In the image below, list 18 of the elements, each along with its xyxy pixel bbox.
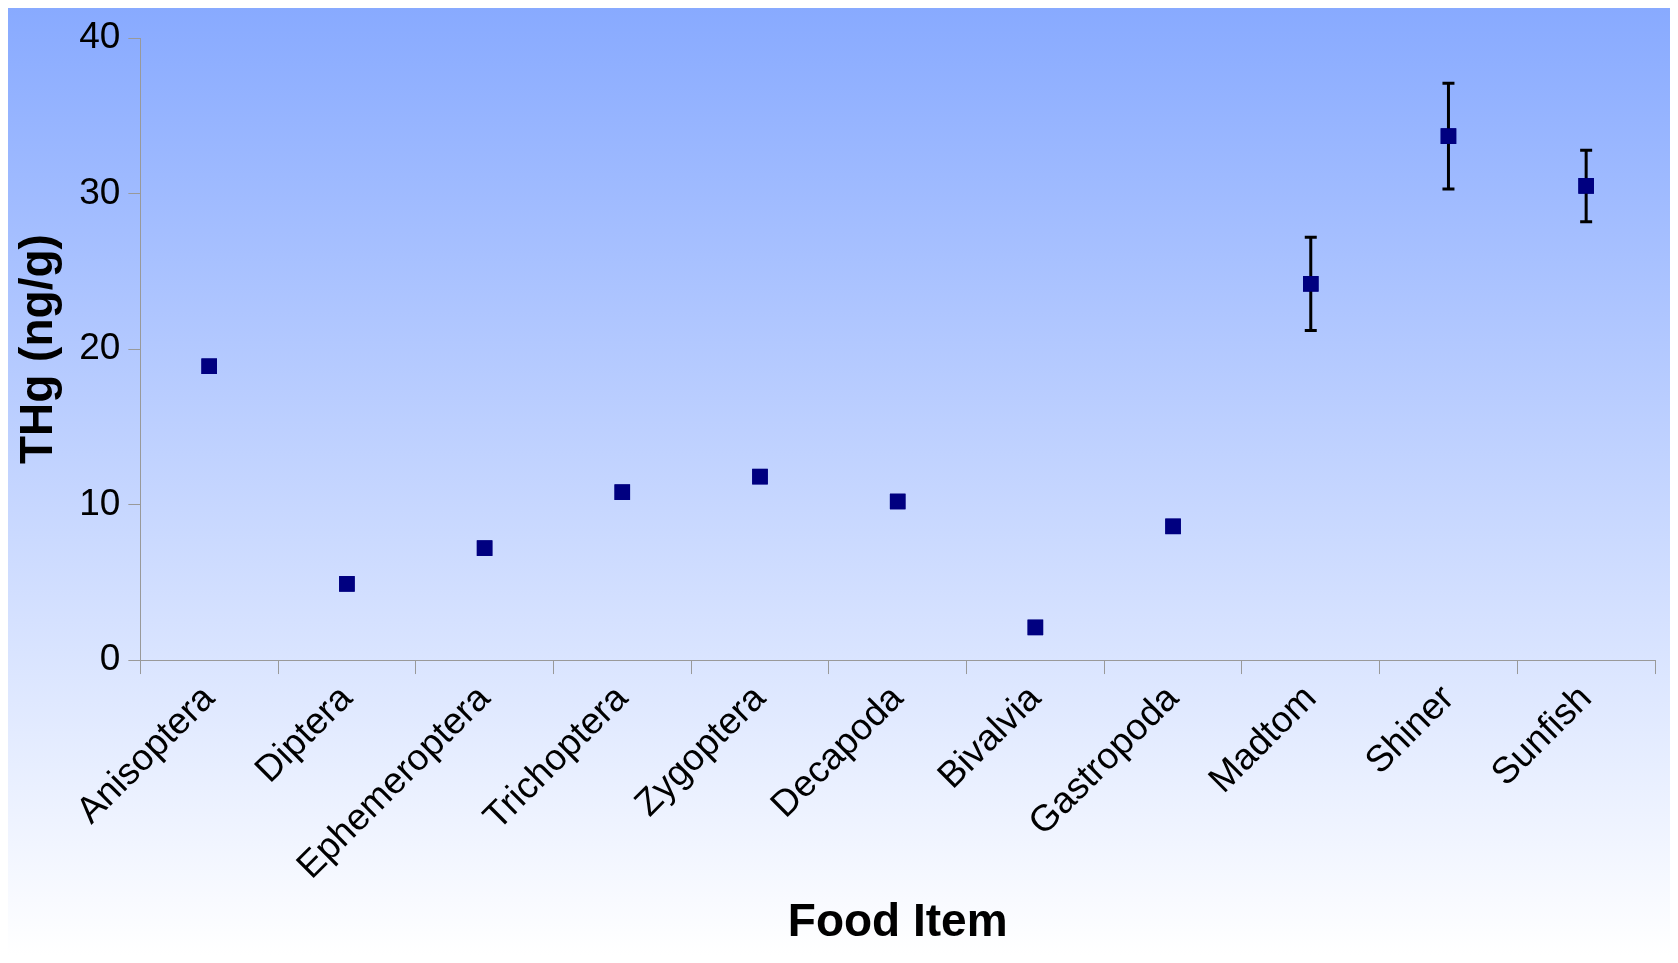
point	[1027, 619, 1044, 636]
point	[339, 576, 355, 592]
point	[752, 468, 768, 485]
point	[614, 484, 631, 500]
point	[1578, 178, 1594, 194]
y-tick-label: 30	[79, 170, 121, 212]
y-tick-label: 20	[79, 326, 121, 368]
y-tick-label: 0	[99, 637, 121, 679]
point	[1165, 518, 1181, 535]
point	[476, 540, 493, 556]
point	[1440, 128, 1457, 144]
point	[889, 493, 906, 510]
x-axis-title: Food Item	[787, 894, 1008, 947]
point	[201, 358, 217, 375]
y-tick-label: 40	[79, 15, 121, 57]
y-axis-title: THg (ng/g)	[10, 234, 63, 465]
point	[1302, 276, 1319, 292]
y-tick-label: 10	[79, 481, 121, 523]
